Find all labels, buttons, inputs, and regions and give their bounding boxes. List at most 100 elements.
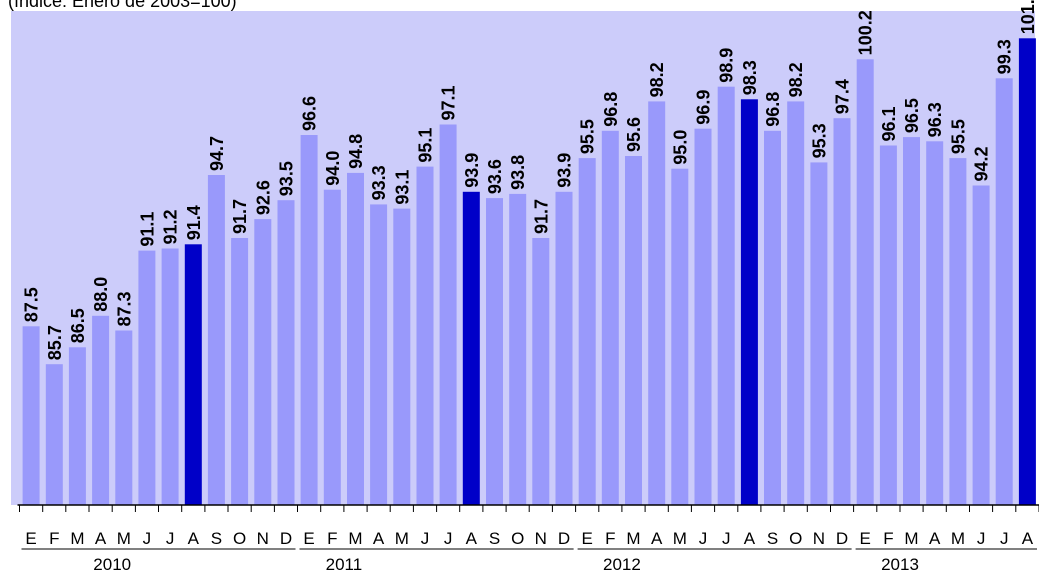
bar bbox=[995, 78, 1013, 506]
bar bbox=[416, 166, 434, 505]
bar-value-label: 96.5 bbox=[902, 98, 922, 133]
bar bbox=[22, 326, 40, 505]
month-label: M bbox=[395, 529, 409, 548]
month-label: S bbox=[767, 529, 778, 548]
bar-value-label: 96.8 bbox=[763, 92, 783, 127]
bar bbox=[648, 101, 666, 506]
month-label: N bbox=[257, 529, 269, 548]
month-label: A bbox=[466, 529, 478, 548]
bar-value-label: 97.1 bbox=[439, 85, 459, 120]
bar bbox=[671, 168, 689, 505]
bar bbox=[254, 219, 272, 505]
bar-value-label: 92.6 bbox=[253, 180, 273, 215]
bar-value-label: 98.2 bbox=[647, 62, 667, 97]
month-label: M bbox=[117, 529, 131, 548]
bar-value-label: 95.5 bbox=[578, 119, 598, 154]
bar-value-label: 93.5 bbox=[277, 161, 297, 196]
value-labels: 87.585.7 86.588.0 87.3 91.1 91.2 91.4 94.7 91.7… bbox=[22, 0, 1038, 360]
month-label: J bbox=[143, 529, 152, 548]
bar bbox=[601, 130, 619, 506]
bar-value-label: 95.0 bbox=[670, 130, 690, 165]
month-label: J bbox=[722, 529, 731, 548]
bar bbox=[949, 158, 967, 505]
bar-value-label: 85.7 bbox=[45, 325, 65, 360]
bar-value-label: 98.2 bbox=[786, 62, 806, 97]
bar-value-label: 87.5 bbox=[22, 287, 42, 322]
bar-value-label: 96.6 bbox=[300, 96, 320, 131]
month-label: J bbox=[166, 529, 175, 548]
bar-value-label: 98.3 bbox=[740, 60, 760, 95]
month-label: A bbox=[373, 529, 385, 548]
year-label: 2012 bbox=[603, 555, 641, 573]
month-label: D bbox=[558, 529, 570, 548]
month-label: M bbox=[70, 529, 84, 548]
bar-value-label: 91.2 bbox=[161, 209, 181, 244]
bar-value-label: 101.2 bbox=[1018, 0, 1038, 34]
bar bbox=[555, 191, 573, 506]
month-label: A bbox=[651, 529, 663, 548]
bar-value-label: 94.2 bbox=[972, 146, 992, 181]
bar bbox=[92, 315, 110, 505]
bar-series bbox=[22, 38, 1036, 506]
bar-value-label: 97.4 bbox=[833, 79, 853, 114]
bar-value-label: 96.3 bbox=[925, 102, 945, 137]
month-label: J bbox=[444, 529, 453, 548]
bar bbox=[810, 162, 828, 505]
month-label: F bbox=[883, 529, 893, 548]
chart-subtitle: (índice: Enero de 2003=100) bbox=[8, 0, 237, 11]
bar bbox=[45, 364, 63, 505]
bar-highlighted bbox=[184, 244, 202, 506]
bar-value-label: 93.9 bbox=[555, 153, 575, 188]
bar bbox=[68, 347, 86, 505]
month-label: S bbox=[489, 529, 500, 548]
bar bbox=[787, 101, 805, 506]
month-label: N bbox=[535, 529, 547, 548]
month-label: D bbox=[836, 529, 848, 548]
month-label: F bbox=[49, 529, 59, 548]
year-label: 2011 bbox=[326, 555, 363, 573]
bar-value-label: 95.1 bbox=[416, 128, 436, 163]
bar-value-label: 93.6 bbox=[485, 159, 505, 194]
month-label: A bbox=[744, 529, 756, 548]
month-label: F bbox=[605, 529, 615, 548]
month-label: M bbox=[348, 529, 362, 548]
month-label: A bbox=[188, 529, 200, 548]
bar-value-label: 94.8 bbox=[346, 134, 366, 169]
bar-value-label: 96.9 bbox=[694, 90, 714, 125]
bar bbox=[833, 118, 851, 505]
bar bbox=[926, 141, 944, 506]
month-label: E bbox=[860, 529, 871, 548]
x-axis-year-labels: 2010 2011 2012 2013 bbox=[93, 555, 919, 573]
bar-value-label: 86.5 bbox=[68, 308, 88, 343]
month-label: J bbox=[699, 529, 708, 548]
bar bbox=[903, 137, 920, 505]
bar bbox=[578, 158, 596, 505]
bar bbox=[717, 86, 735, 505]
bar-value-label: 93.1 bbox=[392, 170, 412, 205]
bar-value-label: 93.9 bbox=[462, 153, 482, 188]
bar-value-label: 91.1 bbox=[137, 212, 157, 247]
month-label: D bbox=[280, 529, 292, 548]
bar bbox=[231, 238, 249, 505]
bar-value-label: 96.8 bbox=[601, 92, 621, 127]
bar-value-label: 95.6 bbox=[624, 117, 644, 152]
bar bbox=[625, 156, 642, 505]
bar-highlighted bbox=[740, 99, 758, 506]
bar bbox=[161, 248, 179, 505]
year-label: 2010 bbox=[93, 555, 131, 573]
bar-value-label: 88.0 bbox=[91, 277, 111, 312]
year-label: 2013 bbox=[881, 555, 919, 573]
month-label: J bbox=[1000, 529, 1009, 548]
month-label: S bbox=[211, 529, 222, 548]
month-label: O bbox=[233, 529, 246, 548]
bar-value-label: 96.1 bbox=[879, 106, 899, 141]
bar bbox=[764, 130, 781, 506]
bar-value-label: 93.3 bbox=[369, 165, 389, 200]
month-label: M bbox=[673, 529, 687, 548]
month-label: J bbox=[421, 529, 430, 548]
bar-highlighted bbox=[1018, 38, 1036, 506]
bar-value-label: 100.2 bbox=[856, 10, 876, 55]
month-label: J bbox=[977, 529, 986, 548]
